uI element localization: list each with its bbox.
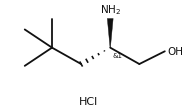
Polygon shape <box>107 19 113 48</box>
Text: OH: OH <box>168 47 183 57</box>
Text: NH$_2$: NH$_2$ <box>100 4 121 17</box>
Text: &1: &1 <box>112 52 122 58</box>
Text: HCl: HCl <box>79 96 98 106</box>
